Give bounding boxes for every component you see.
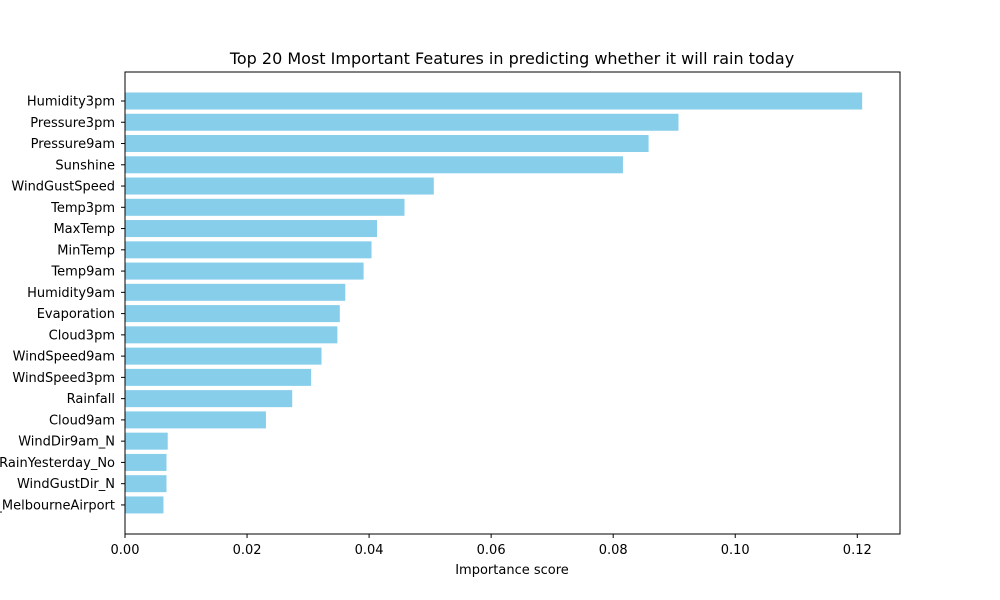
y-axis: Humidity3pm Pressure3pm Pressure9am Sunshin…: [0, 95, 125, 513]
bar-Sunshine: [125, 156, 623, 174]
y-tick-label: WindDir9am_N: [18, 435, 115, 450]
bar-RainYesterday_No: [125, 453, 167, 471]
y-tick-label: Sunshine: [55, 158, 115, 173]
y-tick-label: Pressure9am: [31, 137, 115, 152]
x-tick-label: 0.04: [355, 543, 384, 558]
bar-MinTemp: [125, 241, 372, 259]
bar-WindDir9am_N: [125, 432, 168, 450]
y-tick-label: Cloud9am: [49, 413, 115, 428]
x-tick-label: 0.12: [843, 543, 872, 558]
bar-Pressure3pm: [125, 113, 679, 131]
y-tick-label: Humidity3pm: [27, 95, 115, 110]
y-tick-label: Cloud3pm: [49, 328, 115, 343]
x-tick-label: 0.08: [599, 543, 628, 558]
y-tick-label: Rainfall: [67, 392, 115, 407]
bar-Pressure9am: [125, 135, 649, 153]
x-axis: 0.00 0.02 0.04 0.06 0.08 0.10 0.12: [111, 534, 872, 558]
y-tick-label: Location_MelbourneAirport: [0, 498, 115, 513]
bar-Cloud3pm: [125, 326, 338, 344]
y-tick-label: Humidity9am: [27, 286, 115, 301]
bar-Rainfall: [125, 390, 293, 408]
x-tick-label: 0.06: [477, 543, 506, 558]
bar-Humidity3pm: [125, 92, 863, 110]
y-tick-label: RainYesterday_No: [0, 456, 115, 471]
bar-Location_MelbourneAirport: [125, 496, 164, 514]
bar-Temp3pm: [125, 198, 405, 216]
bars-group: [125, 92, 863, 514]
y-tick-label: WindGustDir_N: [17, 477, 115, 492]
x-tick-label: 0.00: [111, 543, 140, 558]
x-axis-label: Importance score: [455, 563, 569, 578]
y-tick-label: Evaporation: [37, 307, 115, 322]
y-tick-label: WindSpeed3pm: [12, 371, 115, 386]
y-tick-label: Pressure3pm: [30, 116, 115, 131]
plot-frame: [124, 71, 901, 535]
y-tick-label: MaxTemp: [53, 222, 115, 237]
bar-WindGustSpeed: [125, 177, 434, 195]
y-tick-label: Temp3pm: [50, 201, 115, 216]
y-tick-label: MinTemp: [57, 243, 115, 258]
bar-Temp9am: [125, 262, 364, 280]
chart-title: Top 20 Most Important Features in predic…: [229, 49, 794, 68]
bar-Cloud9am: [125, 411, 266, 429]
x-tick-label: 0.02: [233, 543, 262, 558]
bar-WindGustDir_N: [125, 475, 167, 493]
y-tick-label: Temp9am: [50, 265, 115, 280]
y-tick-label: WindGustSpeed: [11, 180, 115, 195]
bar-MaxTemp: [125, 220, 378, 238]
bar-WindSpeed3pm: [125, 368, 312, 386]
bar-WindSpeed9am: [125, 347, 322, 365]
bar-Humidity9am: [125, 283, 346, 301]
x-tick-label: 0.10: [721, 543, 750, 558]
y-tick-label: WindSpeed9am: [13, 350, 115, 365]
bar-Evaporation: [125, 305, 340, 323]
